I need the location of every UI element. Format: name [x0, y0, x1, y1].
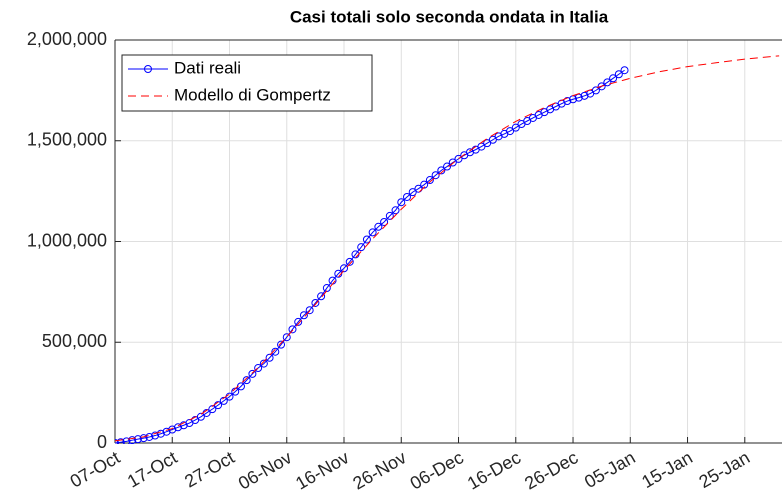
- data-point: [311, 298, 320, 307]
- data-point: [116, 438, 125, 444]
- data-point: [288, 325, 297, 334]
- data-point: [265, 353, 274, 362]
- y-tick-label: 1,500,000: [27, 130, 107, 150]
- data-point: [179, 421, 188, 430]
- data-point: [374, 222, 383, 231]
- data-point: [271, 347, 280, 356]
- data-point: [414, 184, 423, 193]
- data-point: [340, 264, 349, 273]
- data-point: [322, 284, 331, 293]
- legend-label: Dati reali: [174, 58, 241, 77]
- data-point: [368, 228, 377, 237]
- data-point: [454, 154, 463, 163]
- data-point: [620, 66, 629, 75]
- data-point: [448, 158, 457, 167]
- data-point: [128, 436, 137, 444]
- data-point: [603, 78, 612, 87]
- y-tick-label: 2,000,000: [27, 29, 107, 49]
- data-point: [591, 86, 600, 95]
- y-tick-label: 1,000,000: [27, 230, 107, 250]
- data-point: [385, 211, 394, 220]
- data-point: [317, 292, 326, 301]
- data-point: [196, 412, 205, 421]
- data-point: [254, 364, 263, 373]
- data-point: [259, 359, 268, 368]
- data-point: [506, 127, 515, 136]
- series-line: [115, 55, 780, 442]
- data-point: [397, 198, 406, 207]
- data-point: [299, 311, 308, 320]
- plot-area: [115, 55, 780, 444]
- data-point: [156, 429, 165, 438]
- data-point: [162, 427, 171, 436]
- data-point: [362, 235, 371, 244]
- data-point: [483, 139, 492, 148]
- data-point: [402, 192, 411, 201]
- data-point: [431, 171, 440, 180]
- data-point: [115, 439, 119, 444]
- legend-label: Modello di Gompertz: [174, 85, 331, 104]
- data-point: [305, 306, 314, 315]
- data-point: [391, 206, 400, 215]
- data-point: [597, 82, 606, 91]
- data-point: [133, 435, 142, 444]
- data-point: [408, 188, 417, 197]
- data-point: [122, 437, 131, 444]
- data-point: [345, 257, 354, 266]
- y-tick-label: 0: [97, 432, 107, 452]
- data-point: [380, 217, 389, 226]
- data-point: [248, 369, 257, 378]
- data-point: [242, 376, 251, 385]
- data-point: [614, 70, 623, 79]
- data-point: [139, 434, 148, 443]
- data-point: [425, 176, 434, 185]
- data-point: [173, 423, 182, 432]
- data-point: [420, 180, 429, 189]
- data-point: [294, 317, 303, 326]
- data-point: [443, 162, 452, 171]
- legend-box: [121, 54, 373, 112]
- data-point: [580, 91, 589, 100]
- data-point: [145, 432, 154, 441]
- data-point: [219, 396, 228, 405]
- y-tick-label: 500,000: [42, 331, 107, 351]
- data-point: [488, 135, 497, 144]
- data-point: [609, 74, 618, 83]
- data-point: [151, 431, 160, 440]
- data-point: [511, 123, 520, 132]
- data-point: [277, 340, 286, 349]
- chart-title: Casi totali solo seconda ondata in Itali…: [290, 7, 609, 26]
- data-point: [282, 333, 291, 342]
- legend-marker: [144, 65, 152, 73]
- data-point: [334, 269, 343, 278]
- series-line: [115, 69, 625, 444]
